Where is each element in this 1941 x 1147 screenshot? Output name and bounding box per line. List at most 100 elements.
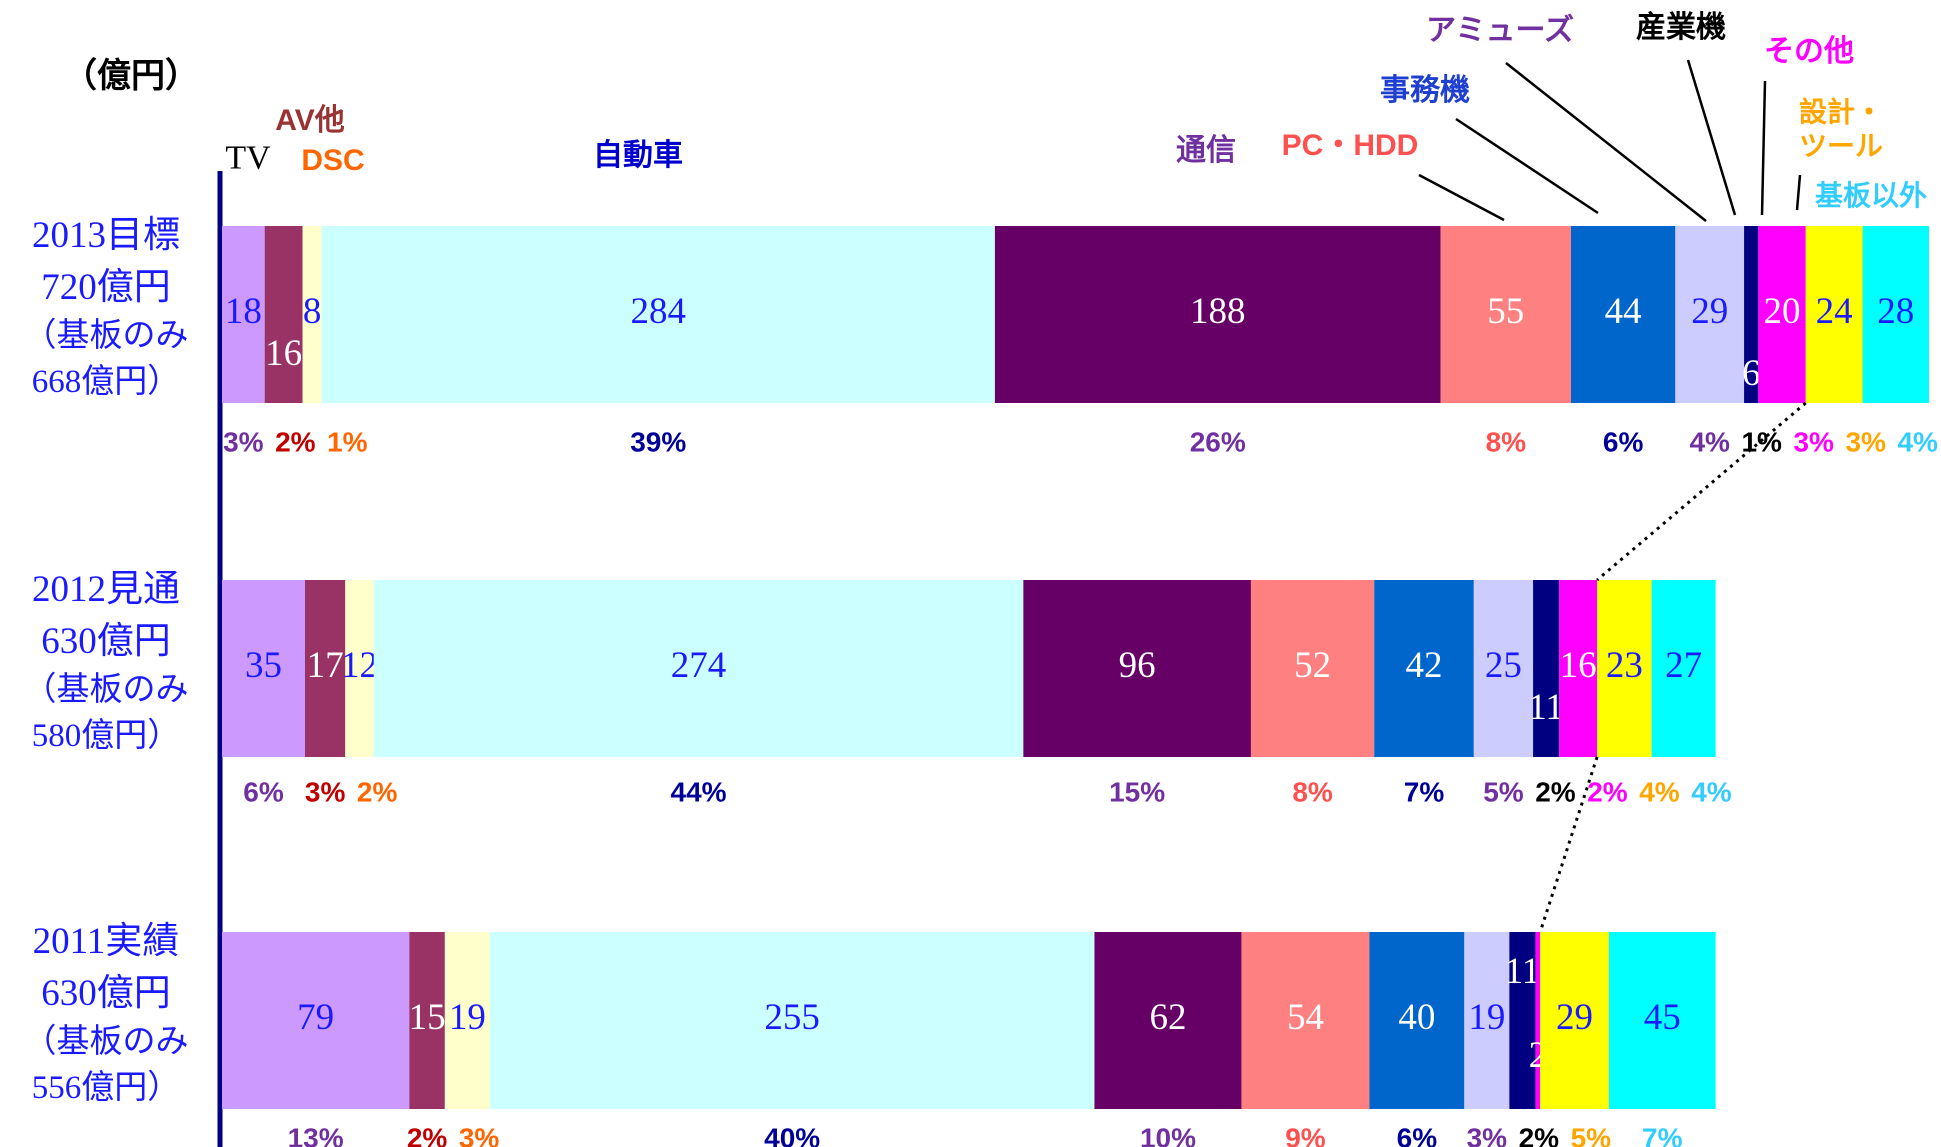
value-label: 54 — [1287, 997, 1324, 1038]
share-label: 8% — [1486, 426, 1527, 457]
share-label: 3% — [305, 776, 346, 807]
share-label: 10% — [1140, 1122, 1196, 1147]
category-label: 2012見通 — [32, 569, 180, 610]
bar-segment — [1651, 580, 1716, 757]
legend-label: TV — [225, 139, 271, 177]
bar-segment — [409, 932, 445, 1109]
value-label: 62 — [1149, 997, 1186, 1038]
share-label: 13% — [288, 1122, 344, 1147]
bar-segment — [345, 580, 374, 757]
share-label: 7% — [1404, 776, 1445, 807]
value-label: 28 — [1877, 291, 1914, 332]
bar-segment — [1533, 580, 1560, 757]
share-label: 26% — [1190, 426, 1246, 457]
bar-segment — [1440, 226, 1572, 403]
legend-label: 事務機 — [1380, 74, 1470, 107]
bar-segment — [222, 580, 305, 757]
bar-segment — [321, 226, 995, 403]
value-label: 16 — [1560, 645, 1597, 686]
value-label: 274 — [671, 645, 727, 686]
share-label: 3% — [1845, 426, 1886, 457]
value-label: 45 — [1644, 997, 1681, 1038]
value-label: 8 — [303, 291, 322, 332]
bar-segment — [264, 226, 303, 403]
share-label: 4% — [1691, 776, 1732, 807]
share-label: 2% — [407, 1122, 448, 1147]
category-label: 2011実績 — [33, 920, 180, 962]
bar-segment — [304, 580, 346, 757]
legend-label: DSC — [301, 144, 365, 177]
share-label: 4% — [1689, 426, 1730, 457]
category-label: 668億円） — [32, 363, 181, 400]
leader-line — [1686, 59, 1737, 216]
bar-segment — [1241, 932, 1370, 1109]
share-label: 4% — [1897, 426, 1938, 457]
share-label: 6% — [243, 776, 284, 807]
bar-segment — [1094, 932, 1242, 1109]
share-label: 15% — [1109, 776, 1165, 807]
share-label: 3% — [1467, 1122, 1508, 1147]
bar-segment — [1473, 580, 1534, 757]
legend-label: 設計・ツール — [1798, 96, 1883, 161]
bar-segment — [1805, 226, 1863, 403]
bar-segment — [1758, 226, 1806, 403]
value-label: 40 — [1398, 997, 1435, 1038]
share-label: 1% — [327, 426, 368, 457]
value-label: 20 — [1764, 291, 1801, 332]
connector-line — [1538, 756, 1599, 933]
connector-line — [1596, 401, 1807, 582]
bar-segment — [1744, 226, 1759, 403]
category-label: 630億円 — [41, 620, 171, 662]
category-label: 580億円） — [32, 717, 181, 754]
category-label: 630億円 — [41, 972, 171, 1014]
bar-segment — [222, 932, 410, 1109]
value-label: 25 — [1485, 645, 1522, 686]
value-label: 15 — [409, 997, 446, 1038]
bar-segment — [1608, 932, 1716, 1109]
bar-segment — [302, 226, 322, 403]
share-label: 5% — [1571, 1122, 1612, 1147]
share-label: 9% — [1285, 1122, 1326, 1147]
bar-segment — [1250, 580, 1375, 757]
share-label: 39% — [630, 426, 686, 457]
share-label: 2% — [275, 426, 316, 457]
value-label: 35 — [245, 645, 282, 686]
share-label: 5% — [1483, 776, 1524, 807]
share-label: 44% — [671, 776, 727, 807]
category-label: 720億円 — [41, 266, 171, 308]
value-label: 27 — [1665, 645, 1702, 686]
legend-label: その他 — [1764, 35, 1854, 68]
value-label: 17 — [307, 645, 344, 686]
share-label: 2% — [1519, 1122, 1560, 1147]
bar-segment — [1369, 932, 1465, 1109]
value-label: 188 — [1190, 291, 1246, 332]
bar-segment — [1597, 580, 1652, 757]
value-label: 19 — [1468, 997, 1505, 1038]
leader-line — [1505, 62, 1707, 222]
legend-label: 基板以外 — [1814, 180, 1928, 212]
share-label: 2% — [357, 776, 398, 807]
leader-line — [1418, 173, 1505, 222]
category-label: （基板のみ — [24, 317, 189, 354]
legend-label: AV他 — [275, 104, 345, 137]
legend-label: 通信 — [1176, 134, 1236, 167]
category-label: （基板のみ — [24, 1023, 189, 1060]
share-label: 6% — [1397, 1122, 1438, 1147]
share-label: 8% — [1292, 776, 1333, 807]
bar-segment — [1862, 226, 1929, 403]
bar-segment — [1023, 580, 1251, 757]
value-label: 29 — [1556, 997, 1593, 1038]
bar-segment — [1535, 932, 1541, 1109]
value-label: 12 — [341, 645, 378, 686]
leader-line — [1760, 80, 1767, 216]
bar-segment — [222, 226, 265, 403]
value-label: 284 — [630, 291, 686, 332]
legend-label: PC・HDD — [1281, 129, 1419, 162]
share-label: 6% — [1603, 426, 1644, 457]
share-label: 2% — [1535, 776, 1576, 807]
value-label: 79 — [297, 997, 334, 1038]
bar-segment — [444, 932, 490, 1109]
share-label: 7% — [1642, 1122, 1683, 1147]
bar-segment — [1571, 226, 1676, 403]
